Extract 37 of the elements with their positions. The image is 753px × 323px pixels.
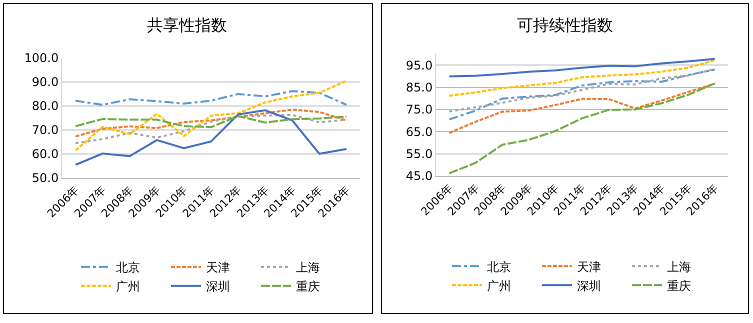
line-series: [448, 68, 716, 120]
y-tick-label: 95.0: [406, 58, 433, 72]
y-tick-label: 85.0: [406, 80, 433, 94]
legend-label: 深圳: [206, 280, 230, 294]
legend-label: 天津: [206, 260, 230, 275]
legend-label: 重庆: [667, 278, 691, 293]
chart-title: 共享性指数: [147, 16, 227, 35]
y-tick-label: 65.0: [406, 124, 433, 139]
legend-label: 北京: [487, 260, 511, 274]
legend-label: 广州: [487, 278, 511, 293]
y-tick-label: 45.0: [406, 169, 433, 184]
y-tick-label: 70.0: [32, 123, 59, 138]
y-tick-label: 60.0: [32, 147, 59, 162]
line-series: [74, 115, 348, 128]
legend-label: 上海: [667, 260, 691, 274]
legend-label: 上海: [296, 260, 320, 275]
legend-label: 深圳: [577, 278, 601, 293]
line-series: [448, 82, 716, 174]
line-series: [74, 108, 348, 138]
line-series: [448, 82, 716, 134]
y-tick-label: 50.0: [32, 171, 59, 186]
line-series: [74, 114, 348, 144]
y-tick-label: 55.0: [406, 147, 433, 162]
y-tick-label: 75.0: [406, 102, 433, 117]
legend-label: 北京: [116, 260, 140, 275]
y-tick-label: 80.0: [32, 99, 59, 114]
line-series: [448, 58, 716, 78]
line-series: [74, 109, 348, 166]
line-series: [448, 59, 716, 97]
y-tick-label: 100.0: [24, 51, 59, 66]
y-tick-label: 90.0: [32, 75, 59, 90]
line-series: [74, 80, 348, 152]
legend-label: 广州: [116, 280, 140, 294]
legend-label: 天津: [577, 260, 601, 274]
chart-title: 可持续性指数: [517, 16, 613, 35]
legend-label: 重庆: [296, 280, 320, 294]
line-series: [74, 90, 348, 106]
